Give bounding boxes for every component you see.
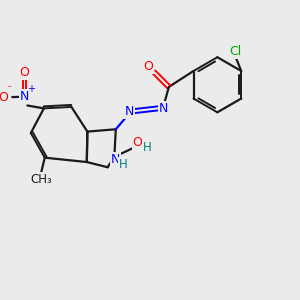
Text: ⁻: ⁻ bbox=[7, 85, 12, 94]
Text: O: O bbox=[0, 91, 8, 103]
Text: N: N bbox=[111, 153, 121, 166]
Text: H: H bbox=[119, 158, 128, 171]
Text: N: N bbox=[20, 90, 29, 103]
Text: N: N bbox=[159, 102, 168, 115]
Text: O: O bbox=[20, 66, 29, 79]
Text: Cl: Cl bbox=[229, 45, 242, 58]
Text: N: N bbox=[124, 105, 134, 119]
Text: O: O bbox=[144, 60, 154, 73]
Text: H: H bbox=[143, 141, 152, 154]
Text: O: O bbox=[133, 136, 142, 149]
Text: +: + bbox=[27, 84, 35, 94]
Text: CH₃: CH₃ bbox=[30, 173, 52, 186]
